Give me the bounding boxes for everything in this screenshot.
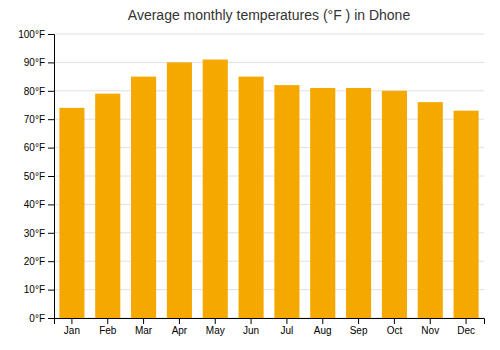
bar [346,88,371,318]
bar [95,94,120,318]
bar [203,60,228,318]
tick-mark [107,318,108,324]
tick-label: 10°F [24,284,45,295]
tick: Jan [64,318,80,336]
tick: 70°F [24,114,54,125]
tick-mark [48,176,54,177]
tick-mark [251,318,252,324]
bar [310,88,335,318]
tick: May [206,318,225,336]
tick-mark [48,318,54,319]
grid-line [54,90,484,91]
plot: 0°F 10°F 20°F 30°F 40°F 50°F 60°F 70°F 80°F 90°F 1… [18,29,484,336]
bar [454,111,479,318]
tick-mark [48,34,54,35]
tick-mark [143,318,144,324]
tick-label: 50°F [24,171,45,182]
tick: Nov [421,318,439,336]
tick-label: May [206,325,225,336]
tick-mark [322,318,323,324]
tick-mark [394,318,395,324]
tick-label: Oct [387,325,403,336]
tick-label: 20°F [24,256,45,267]
y-axis: 0°F 10°F 20°F 30°F 40°F 50°F 60°F 70°F 80°F 90°F 1… [18,29,54,324]
grid-line [54,62,484,63]
bar [59,108,84,318]
tick: Jul [281,318,294,336]
tick: Jun [243,318,259,336]
bar [239,77,264,318]
tick-label: Mar [135,325,153,336]
tick-mark [179,318,180,324]
tick-label: Apr [172,325,188,336]
tick-label: 90°F [24,57,45,68]
tick-label: Jan [64,325,80,336]
axis-line [48,35,55,319]
tick-mark [430,318,431,324]
tick: Oct [387,318,403,336]
tick: Aug [314,318,332,336]
tick: 40°F [24,199,54,210]
tick-label: 40°F [24,199,45,210]
tick-label: 0°F [29,313,45,324]
tick-label: Aug [314,325,332,336]
bar [418,102,443,318]
tick: Mar [135,318,153,336]
tick-mark [48,290,54,291]
tick-mark [48,62,54,63]
tick-label: Nov [421,325,439,336]
tick-label: 60°F [24,142,45,153]
bar [167,62,192,318]
tick: 10°F [24,284,54,295]
x-axis: Jan Feb Mar Apr May Jun Jul Aug Sep Oct Nov Dec [55,318,485,336]
tick-mark [215,318,216,324]
tick-label: Feb [99,325,117,336]
tick: 20°F [24,256,54,267]
tick: 100°F [18,29,54,40]
tick: 50°F [24,171,54,182]
tick-mark [48,204,54,205]
tick: Dec [457,318,475,336]
tick: 90°F [24,57,54,68]
tick-label: 80°F [24,86,45,97]
grid-line [54,34,484,35]
tick-label: 30°F [24,228,45,239]
tick-label: Dec [457,325,475,336]
tick: 30°F [24,228,54,239]
tick-mark [286,318,287,324]
tick: Apr [172,318,188,336]
tick: 60°F [24,142,54,153]
tick-mark [48,233,54,234]
tick-mark [358,318,359,324]
bar [274,85,299,318]
tick-mark [466,318,467,324]
tick-label: 70°F [24,114,45,125]
bar [131,77,156,318]
tick-label: Sep [350,325,368,336]
tick-label: Jun [243,325,259,336]
tick-mark [71,318,72,324]
chart: 0°F 10°F 20°F 30°F 40°F 50°F 60°F 70°F 80°F 90°F 1… [0,0,500,350]
grid [54,34,484,318]
bar [382,91,407,318]
title: Average monthly temperatures (°F ) in Dh… [128,7,411,23]
tick-label: Jul [281,325,294,336]
chart-container: 0°F 10°F 20°F 30°F 40°F 50°F 60°F 70°F 80°F 90°F 1… [0,0,500,350]
tick-mark [48,148,54,149]
tick: Sep [350,318,368,336]
bars [59,60,478,318]
tick-mark [48,91,54,92]
tick-label: 100°F [18,29,45,40]
tick-mark [48,119,54,120]
tick-mark [48,261,54,262]
axis-line [55,319,485,325]
tick: 80°F [24,86,54,97]
tick: Feb [99,318,117,336]
tick: 0°F [29,313,54,324]
